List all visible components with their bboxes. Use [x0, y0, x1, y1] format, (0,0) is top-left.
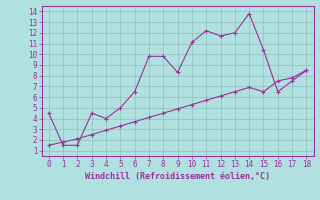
- X-axis label: Windchill (Refroidissement éolien,°C): Windchill (Refroidissement éolien,°C): [85, 172, 270, 181]
